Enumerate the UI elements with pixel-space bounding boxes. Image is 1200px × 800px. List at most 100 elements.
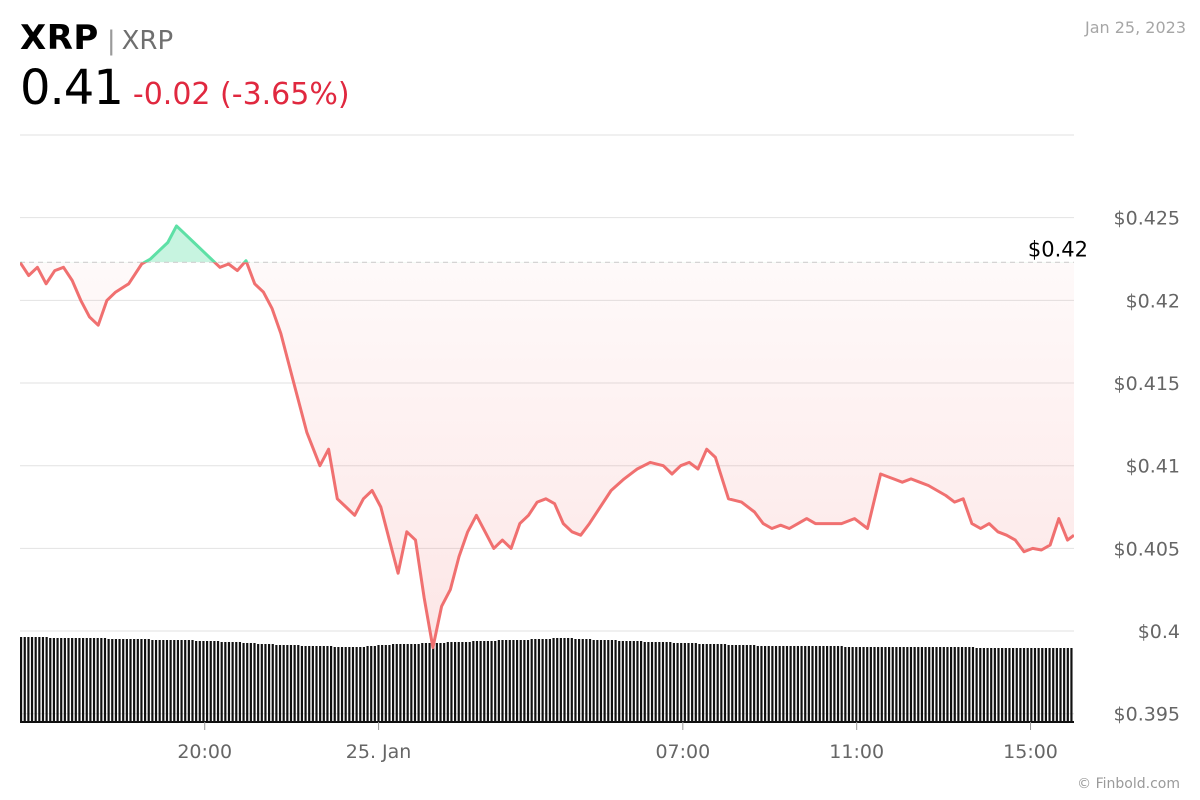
volume-bar [607,640,610,722]
x-tick-label: 15:00 [1003,741,1058,763]
volume-bar [246,643,249,722]
volume-bar [501,640,504,722]
ticker-row: XRP | XRP [20,18,350,58]
volume-bar [964,647,967,722]
volume-bar [220,642,223,722]
volume-bar [855,647,858,722]
volume-bar [800,646,803,722]
volume-bar [563,638,566,722]
volume-bar [621,641,624,722]
volume-bar [340,647,344,722]
volume-bar [680,643,683,722]
volume-bar [421,643,424,722]
volume-bar [596,640,599,722]
volume-bar [541,639,544,722]
volume-bar [184,640,187,722]
volume-bar [935,647,938,722]
volume-bar [268,644,271,722]
x-axis-ticks: 20:00 25. Jan 07:00 11:00 15:00 [177,722,1058,763]
volume-bar [348,647,351,722]
x-tick-label: 25. Jan [346,741,412,763]
volume-bar [661,642,665,722]
volume-bar [829,646,832,722]
volume-bar [1059,648,1062,722]
volume-bar [78,638,81,722]
volume-bar [319,646,322,722]
volume-bar [1022,648,1026,722]
volume-bar [702,644,705,722]
volume-bar [114,639,118,722]
volume-bar [771,646,774,722]
volume-bar [1030,648,1033,722]
volume-bar [508,640,511,722]
volume-bar [1055,648,1058,722]
volume-bar [475,641,479,722]
volume-bar [588,639,592,722]
volume-bar [909,647,913,722]
ticker-name: XRP [121,26,174,56]
x-tick-label: 07:00 [655,741,710,763]
price-change: -0.02 (-3.65%) [132,77,350,112]
y-tick-label: $0.4 [1138,621,1180,643]
volume-bar [235,642,238,722]
volume-bar [45,637,48,722]
volume-bar [742,645,745,722]
volume-bar [457,642,460,722]
volume-bar [359,647,362,722]
volume-bar [297,645,300,722]
volume-bar [537,639,541,722]
volume-bar [406,644,409,722]
volume-bar [778,646,781,722]
volume-bar [953,647,956,722]
volume-bar [315,646,318,722]
volume-bar [683,643,686,722]
volume-bar [523,640,526,722]
area-fill [20,225,1074,648]
volume-bar [330,646,333,722]
volume-bar [206,641,209,722]
volume-bar [289,645,293,722]
y-tick-label: $0.41 [1126,456,1180,478]
volume-bar [873,647,876,722]
volume-bar [880,647,883,722]
volume-bar [413,644,417,722]
volume-bar [650,642,654,722]
volume-bar [82,638,85,722]
volume-bar [756,646,759,722]
volume-bar [271,644,274,722]
volume-bar [818,646,821,722]
volume-bar [122,639,125,722]
volume-bar [213,641,216,722]
volume-bar [640,641,643,722]
volume-bar [355,647,358,722]
volume-bar [1066,648,1069,722]
volume-bar [483,641,486,722]
volume-bar [92,638,96,722]
volume-bar [388,645,391,722]
volume-bar [308,646,311,722]
volume-bar [939,647,942,722]
volume-bar [461,642,464,722]
volume-bar [811,646,814,722]
volume-bar [129,639,132,722]
volume-bar [209,641,212,722]
volume-bar [982,648,986,722]
volume-bar [362,647,366,722]
y-tick-label: $0.395 [1114,704,1180,726]
volume-bar [731,645,734,722]
volume-bar [946,647,949,722]
volume-bar [238,642,242,722]
volume-bar [1063,648,1066,722]
volume-bar [556,638,559,722]
volume-bar [191,640,194,722]
volume-bar [144,639,147,722]
volume-bar [669,642,672,722]
volume-bar [1004,648,1007,722]
volume-bar [665,642,668,722]
volume-bar [804,646,807,722]
volume-bar [34,637,37,722]
volume-bar [971,647,975,722]
volume-bar [567,638,570,722]
volume-bar [439,643,442,722]
